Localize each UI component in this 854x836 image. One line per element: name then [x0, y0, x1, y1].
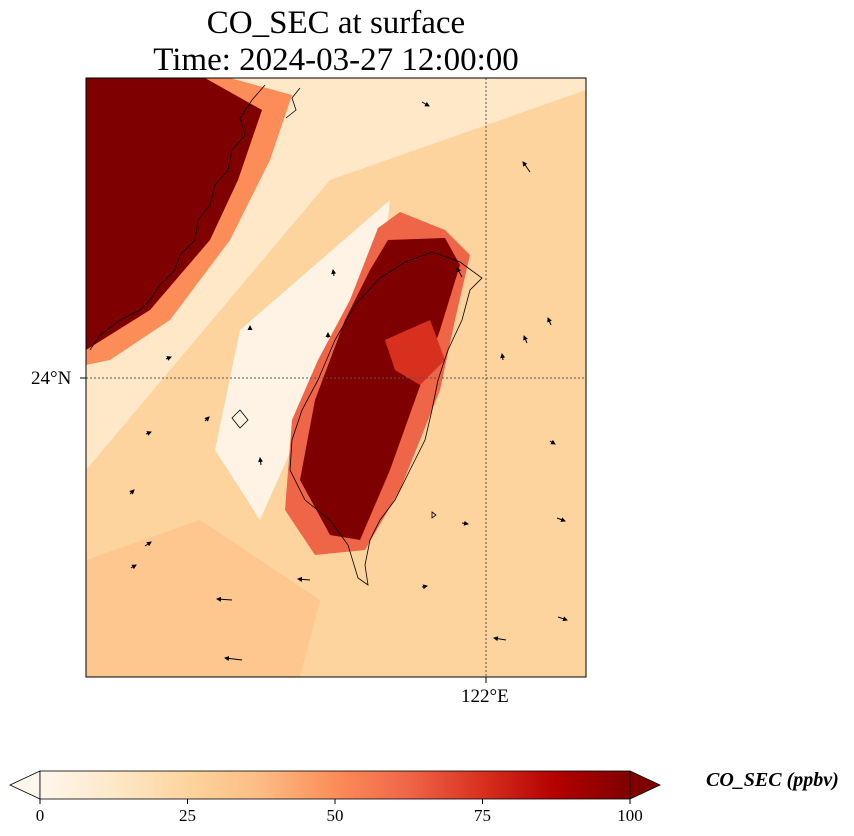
colorbar-max-extend — [629, 770, 661, 800]
island-plume-patch — [385, 320, 445, 385]
colorbar-tick-label: 75 — [474, 806, 491, 825]
colorbar-min-extend — [9, 770, 41, 800]
latitude-tick-label: 24°N — [31, 368, 72, 389]
colorbar-tick-label: 100 — [617, 806, 643, 825]
graticule — [86, 78, 586, 677]
wind-vectors — [129, 101, 568, 661]
island-plume-core — [300, 238, 460, 540]
mainland-plume-core — [86, 78, 262, 350]
colorbar-label: CO_SEC (ppbv) — [706, 769, 839, 791]
longitude-tick-label: 122°E — [461, 686, 509, 707]
field-clean-corridor — [215, 200, 390, 520]
colorbar-tick-marks — [39, 799, 631, 804]
colorbar-tick-label: 0 — [35, 806, 45, 825]
coastline — [89, 84, 483, 586]
map-time-subtitle: Time: 2024-03-27 12:00:00 — [153, 42, 519, 78]
colorbar — [39, 770, 631, 800]
colorbar-tick-label: 25 — [179, 806, 196, 825]
field-lower-gradient — [86, 520, 320, 677]
colorbar-tick-label: 50 — [326, 806, 344, 825]
map-title: CO_SEC at surface — [206, 5, 466, 41]
